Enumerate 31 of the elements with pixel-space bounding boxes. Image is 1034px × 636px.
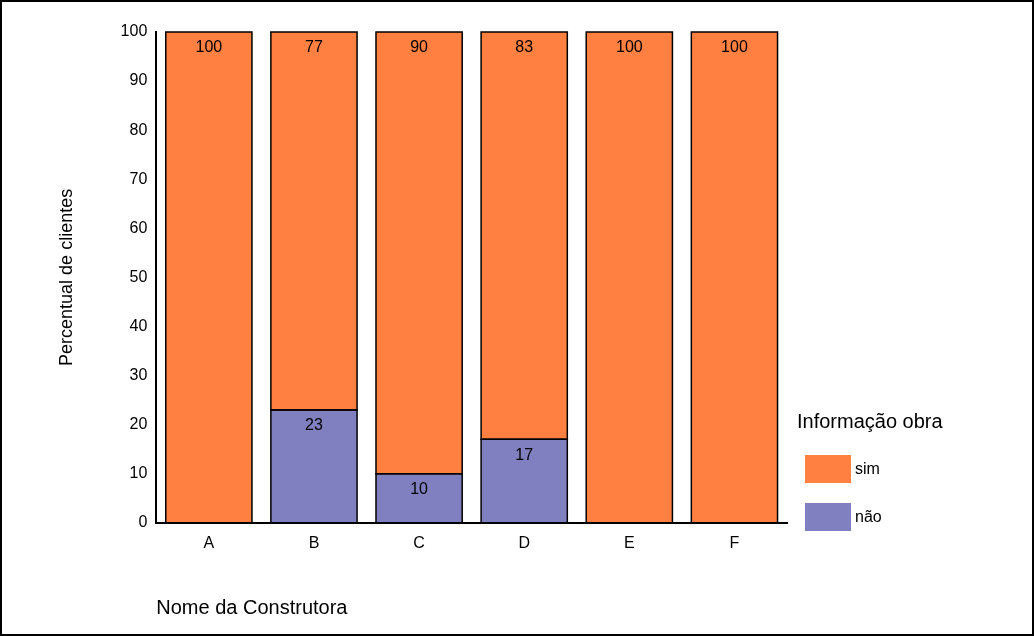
y-tick-label: 50 (129, 267, 148, 285)
x-tick-label: B (308, 533, 320, 551)
data-label: 100 (615, 38, 643, 56)
y-tick-label: 80 (129, 120, 148, 138)
y-tick-label: 30 (129, 365, 148, 383)
data-label: 23 (305, 416, 323, 434)
y-axis-title: Percentual de clientes (55, 188, 76, 366)
legend-title: Informação obra (797, 410, 943, 433)
y-tick-label: 70 (129, 169, 148, 187)
data-label: 10 (410, 480, 429, 498)
x-tick-label: F (729, 533, 740, 551)
x-axis-title: Nome da Construtora (156, 595, 349, 618)
x-tick-label: C (413, 533, 425, 551)
y-tick-label: 40 (129, 316, 148, 334)
data-label: 83 (515, 38, 534, 56)
data-label: 100 (195, 38, 223, 56)
y-tick-label: 20 (129, 415, 148, 433)
y-tick-label: 100 (120, 22, 148, 40)
legend-label: sim (855, 460, 880, 478)
x-tick-label: E (623, 533, 635, 551)
data-label: 100 (721, 38, 748, 56)
x-tick-label: A (203, 533, 215, 551)
data-label: 77 (305, 38, 323, 56)
legend-label: não (855, 508, 882, 526)
y-tick-label: 10 (129, 464, 148, 482)
y-tick-label: 0 (138, 513, 148, 531)
x-tick-label: D (518, 533, 530, 551)
y-tick-label: 90 (129, 71, 148, 89)
data-label: 17 (515, 445, 534, 463)
y-tick-label: 60 (129, 218, 148, 236)
data-label: 90 (410, 38, 429, 56)
